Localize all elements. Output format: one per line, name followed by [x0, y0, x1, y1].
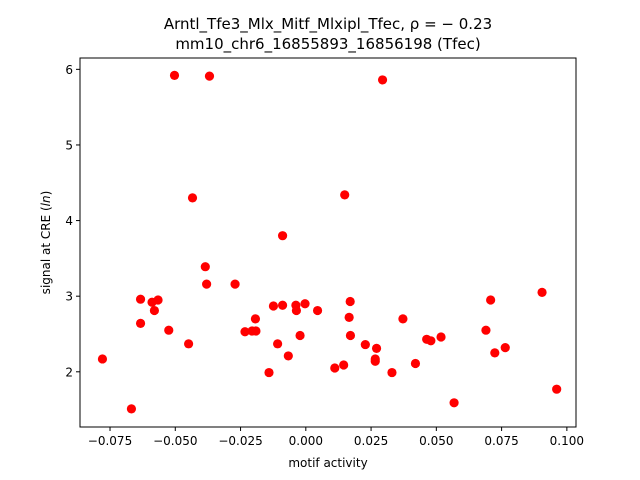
- data-point-50: [490, 348, 500, 358]
- data-point-42: [398, 314, 408, 324]
- y-axis-ticks: 2 3 4 5 6: [65, 63, 80, 379]
- data-point-2: [135, 294, 146, 304]
- data-point-28: [300, 299, 310, 309]
- x-tick-label: 0.050: [419, 434, 453, 448]
- data-point-47: [449, 398, 459, 408]
- data-point-38: [370, 354, 380, 364]
- y-axis-label-prefix: signal at CRE (: [39, 206, 53, 294]
- data-point-15: [240, 327, 250, 337]
- data-point-6: [153, 295, 163, 305]
- y-tick-label: 6: [65, 63, 73, 77]
- data-point-0: [97, 354, 108, 364]
- data-point-39: [371, 343, 382, 353]
- data-point-9: [184, 339, 194, 349]
- data-point-51: [500, 343, 510, 353]
- data-point-11: [200, 262, 210, 272]
- data-point-24: [283, 351, 293, 361]
- data-points: [97, 70, 562, 414]
- data-point-35: [345, 330, 356, 341]
- y-axis-label-unit: ln: [39, 195, 53, 206]
- data-point-43: [410, 358, 421, 369]
- y-axis-label: signal at CRE (ln): [39, 191, 53, 295]
- data-point-8: [169, 70, 180, 80]
- data-point-49: [486, 295, 496, 305]
- data-point-32: [340, 190, 350, 200]
- data-point-19: [264, 367, 274, 378]
- x-axis-label: motif activity: [288, 456, 367, 470]
- data-point-12: [202, 279, 212, 289]
- data-point-40: [377, 75, 388, 85]
- y-tick-label: 2: [65, 365, 73, 379]
- x-axis-ticks: −0.075 −0.050 −0.025 0.000 0.025 0.050 0.075 0.…: [88, 427, 584, 448]
- data-point-22: [277, 231, 288, 241]
- y-tick-label: 4: [65, 214, 73, 228]
- data-point-31: [339, 360, 349, 370]
- plot-area-frame: [79, 57, 577, 428]
- data-point-33: [344, 312, 354, 322]
- data-point-13: [204, 71, 215, 81]
- x-tick-label: 0.100: [550, 434, 584, 448]
- data-point-23: [277, 300, 288, 310]
- data-point-36: [360, 339, 370, 350]
- chart-title-line-2: mm10_chr6_16855893_16856198 (Tfec): [175, 35, 480, 54]
- chart-title-line-1: Arntl_Tfe3_Mlx_Mitf_Mlxipl_Tfec, ρ = − 0…: [164, 15, 492, 34]
- data-point-21: [273, 339, 283, 349]
- x-tick-label: 0.000: [289, 434, 323, 448]
- y-tick-label: 3: [65, 290, 73, 304]
- y-axis-label-suffix: ): [39, 191, 53, 196]
- data-point-53: [552, 384, 562, 394]
- x-tick-label: 0.025: [354, 434, 388, 448]
- data-point-17: [250, 314, 261, 324]
- data-point-10: [187, 193, 198, 203]
- data-point-45: [426, 336, 436, 346]
- data-point-18: [251, 326, 261, 336]
- data-point-46: [436, 332, 446, 342]
- x-tick-label: −0.050: [153, 434, 197, 448]
- data-point-14: [230, 279, 240, 289]
- data-point-1: [126, 404, 137, 414]
- data-point-26: [291, 305, 302, 316]
- x-tick-label: 0.075: [484, 434, 518, 448]
- data-point-52: [537, 287, 547, 298]
- data-point-41: [387, 367, 397, 378]
- data-point-27: [295, 330, 305, 341]
- data-point-20: [268, 301, 279, 311]
- x-tick-label: −0.075: [88, 434, 132, 448]
- data-point-30: [330, 363, 340, 373]
- y-tick-label: 5: [65, 138, 73, 152]
- data-point-29: [312, 305, 323, 316]
- data-point-7: [164, 325, 174, 335]
- data-point-5: [149, 305, 159, 316]
- data-point-3: [135, 318, 146, 329]
- data-point-48: [481, 325, 491, 335]
- x-tick-label: −0.025: [218, 434, 262, 448]
- data-point-34: [345, 296, 355, 307]
